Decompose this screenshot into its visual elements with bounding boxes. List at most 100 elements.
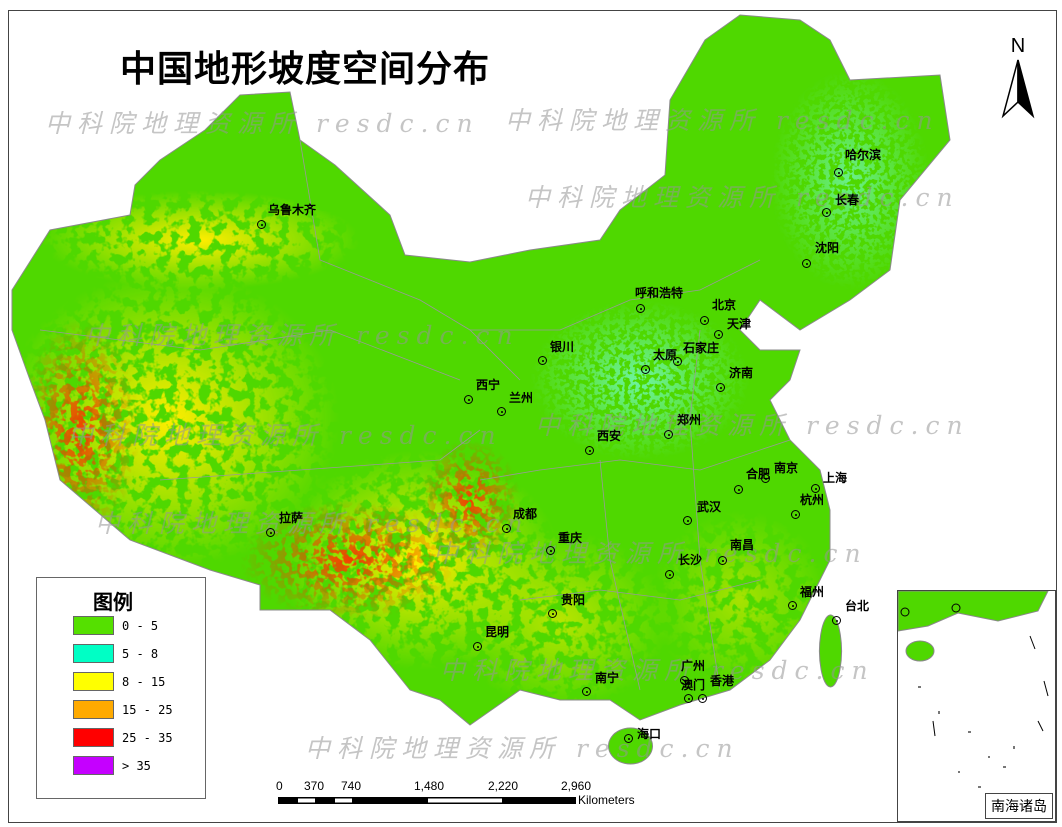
city-marker-icon [684, 694, 693, 703]
watermark: 中科院地理资源所 resdc.cn [305, 734, 740, 763]
legend-item: 5 - 8 [73, 644, 158, 663]
city-marker-icon [636, 304, 645, 313]
scale-tick: 1,480 [414, 779, 445, 793]
city-label: 南京 [774, 461, 799, 475]
legend-label: 0 - 5 [122, 618, 159, 633]
city-label: 兰州 [509, 391, 534, 405]
legend-label: 15 - 25 [122, 702, 173, 717]
city-label: 天津 [727, 317, 752, 331]
legend-swatch [73, 616, 114, 635]
legend-swatch [73, 728, 114, 747]
city-marker-icon [761, 474, 770, 483]
city-label: 银川 [550, 340, 575, 354]
province-borders [39, 139, 791, 691]
city-marker-icon [700, 316, 709, 325]
watermark: 中科院地理资源所 resdc.cn [433, 539, 868, 568]
city-label: 郑州 [677, 413, 702, 427]
north-arrow: N [1000, 35, 1036, 124]
city-label: 西宁 [476, 378, 501, 392]
watermark: 中科院地理资源所 resdc.cn [95, 509, 530, 538]
scale-tick: 370 [304, 779, 325, 793]
map-title: 中国地形坡度空间分布 [120, 49, 491, 90]
city-label: 济南 [729, 366, 754, 380]
city-label: 北京 [712, 298, 737, 312]
city-label: 沈阳 [815, 241, 840, 255]
city-label: 重庆 [558, 531, 583, 545]
legend-label: 5 - 8 [122, 646, 159, 661]
legend-swatch [73, 756, 114, 775]
city-marker-icon [822, 208, 831, 217]
city-marker-icon [714, 330, 723, 339]
watermark: 中科院地理资源所 resdc.cn [440, 656, 875, 685]
watermark: 中科院地理资源所 resdc.cn [525, 183, 960, 212]
city-marker-icon [716, 383, 725, 392]
city-label: 南宁 [595, 671, 620, 685]
watermark: 中科院地理资源所 resdc.cn [535, 411, 970, 440]
city-marker-icon [734, 485, 743, 494]
scale-tick: 2,960 [561, 779, 592, 793]
legend-label: 25 - 35 [122, 730, 173, 745]
legend-label: > 35 [122, 758, 151, 773]
city-label: 长沙 [678, 553, 703, 567]
city-marker-icon [664, 430, 673, 439]
city-label: 昆明 [485, 625, 510, 639]
city-marker-icon [802, 259, 811, 268]
city-marker-icon [673, 357, 682, 366]
city-label: 太原 [653, 348, 678, 362]
city-marker-icon [832, 616, 841, 625]
city-label: 台北 [845, 599, 870, 613]
city-marker-icon [546, 546, 555, 555]
city-label: 武汉 [697, 500, 722, 514]
city-marker-icon [266, 528, 275, 537]
city-marker-icon [502, 524, 511, 533]
north-arrow-icon [1001, 59, 1035, 119]
city-label: 海口 [637, 727, 662, 741]
city-marker-icon [718, 556, 727, 565]
city-marker-icon [582, 687, 591, 696]
city-label: 长春 [835, 193, 860, 207]
city-label: 广州 [681, 659, 706, 673]
city-marker-icon [834, 168, 843, 177]
city-marker-icon [585, 446, 594, 455]
legend-item: 0 - 5 [73, 616, 158, 635]
city-marker-icon [548, 609, 557, 618]
legend: 图例 0 - 5 5 - 8 8 - 15 15 - 25 25 - 35 > 35 [36, 577, 206, 799]
city-marker-icon [683, 516, 692, 525]
legend-label: 8 - 15 [122, 674, 166, 689]
city-label: 贵阳 [561, 593, 586, 607]
city-label: 南昌 [730, 538, 755, 552]
watermark: 中科院地理资源所 resdc.cn [45, 109, 480, 138]
city-label: 呼和浩特 [635, 286, 684, 300]
north-label: N [1010, 35, 1026, 57]
map-frame [8, 10, 1057, 823]
legend-item: 25 - 35 [73, 728, 173, 747]
city-marker-icon [791, 510, 800, 519]
legend-item: > 35 [73, 756, 151, 775]
city-label: 拉萨 [279, 511, 304, 525]
inset-map [898, 591, 1049, 788]
scale-bar-graphic [278, 797, 576, 804]
city-label: 哈尔滨 [845, 148, 882, 162]
south-china-sea-inset: 南海诸岛 [897, 590, 1056, 822]
city-marker-icon [788, 601, 797, 610]
city-marker-icon [698, 694, 707, 703]
city-marker-icon [641, 365, 650, 374]
city-label: 香港 [710, 674, 735, 688]
city-marker-icon [811, 484, 820, 493]
inset-label: 南海诸岛 [985, 793, 1053, 819]
city-label: 澳门 [681, 678, 706, 692]
watermark: 中科院地理资源所 resdc.cn [505, 106, 940, 135]
legend-swatch [73, 700, 114, 719]
legend-item: 8 - 15 [73, 672, 165, 691]
watermark: 中科院地理资源所 resdc.cn [85, 321, 520, 350]
city-label: 上海 [823, 471, 848, 485]
city-label: 西安 [597, 429, 622, 443]
city-marker-icon [538, 356, 547, 365]
city-marker-icon [473, 642, 482, 651]
scale-tick: 740 [341, 779, 362, 793]
legend-title: 图例 [93, 590, 133, 614]
city-marker-icon [497, 407, 506, 416]
city-marker-icon [624, 734, 633, 743]
city-marker-icon [257, 220, 266, 229]
